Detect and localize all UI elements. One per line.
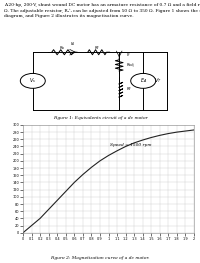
Text: Figure 2: Magnetization curve of a dc motor.: Figure 2: Magnetization curve of a dc mo… — [50, 256, 150, 260]
Text: $I_F$: $I_F$ — [126, 51, 131, 59]
Text: $R_F$: $R_F$ — [94, 45, 100, 52]
Text: $I_A$: $I_A$ — [70, 41, 75, 48]
Text: $E_A$: $E_A$ — [140, 77, 147, 85]
Text: Figure 1: Equivalents circuit of a dc motor: Figure 1: Equivalents circuit of a dc mo… — [53, 116, 147, 120]
Text: $V_T$: $V_T$ — [154, 77, 161, 85]
Text: $R_{adj}$: $R_{adj}$ — [126, 61, 135, 70]
Text: A 20-hp, 200-V, shunt wound DC motor has an armature resistance of 0.7 Ω and a f: A 20-hp, 200-V, shunt wound DC motor has… — [4, 3, 200, 18]
Text: Speed = 1500 rpm: Speed = 1500 rpm — [110, 144, 152, 148]
Text: $V_s$: $V_s$ — [29, 77, 36, 85]
Text: $R_F$: $R_F$ — [126, 85, 132, 93]
Text: $R_a$: $R_a$ — [59, 45, 66, 52]
